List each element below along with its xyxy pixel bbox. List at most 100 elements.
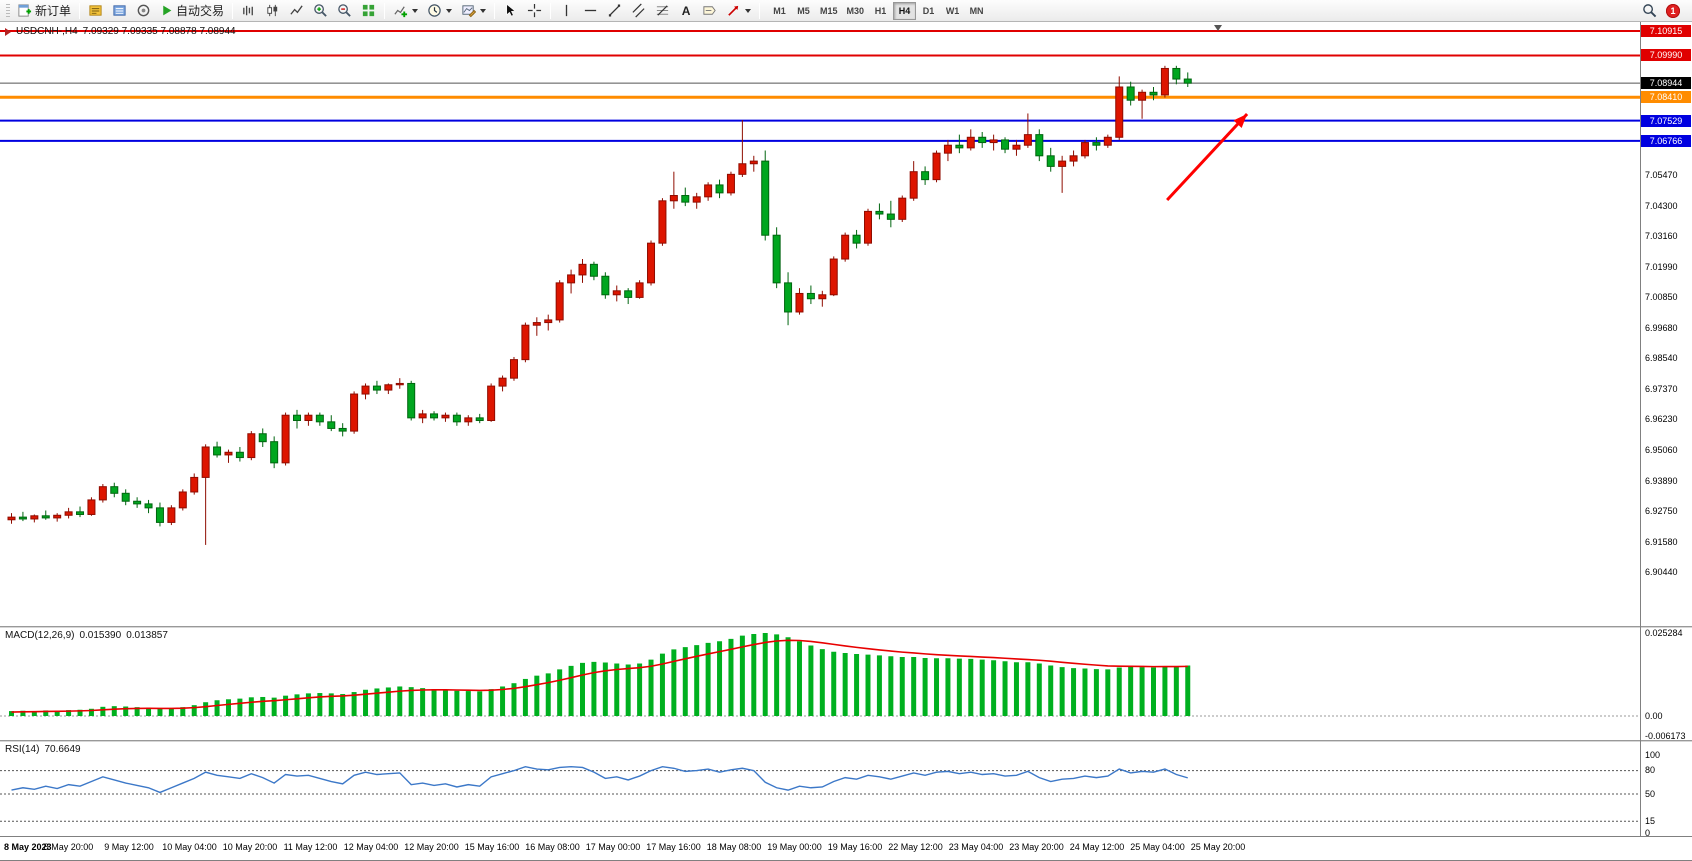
time-axis-label: 19 May 00:00	[767, 842, 822, 852]
candle	[1138, 89, 1147, 119]
trendline-icon	[607, 3, 622, 18]
cursor-button[interactable]	[499, 1, 522, 21]
indicators-button[interactable]	[389, 1, 422, 21]
candle	[704, 182, 713, 201]
price-line-tag: 7.07529	[1641, 114, 1691, 127]
candle	[1126, 81, 1135, 106]
zoom-out-button[interactable]	[333, 1, 356, 21]
candle	[407, 380, 416, 421]
price-axis-label: 6.92750	[1645, 506, 1678, 517]
candle	[201, 444, 210, 545]
candle	[133, 497, 142, 508]
timeframe-w1[interactable]: W1	[945, 5, 960, 16]
timeframe-toolbar: M1 M5 M15 M30 H1 H4 D1 W1 MN	[768, 1, 988, 20]
macd-panel[interactable]: MACD(12,26,9) 0.015390 0.013857	[0, 628, 1692, 740]
price-axis-label: 6.91580	[1645, 537, 1678, 548]
panel-divider[interactable]	[0, 626, 1692, 628]
candle	[555, 280, 564, 323]
tile-windows-button[interactable]	[357, 1, 380, 21]
toolbar-separator	[79, 2, 81, 19]
channel-tool-button[interactable]	[627, 1, 650, 21]
timeframe-m30[interactable]: M30	[846, 5, 865, 16]
text-icon: A	[681, 3, 691, 18]
time-axis-label: 25 May 20:00	[1190, 842, 1246, 852]
candle	[795, 288, 804, 315]
price-line-tag: 7.10915	[1641, 25, 1691, 37]
vertical-line-tool-button[interactable]	[555, 1, 578, 21]
crosshair-button[interactable]	[523, 1, 546, 21]
timeframe-m15[interactable]: M15	[820, 5, 838, 16]
candle	[281, 412, 290, 466]
candle	[647, 240, 656, 286]
tile-windows-icon	[361, 3, 376, 18]
one-click-trading-toggle-icon[interactable]	[5, 27, 11, 36]
timeframe-d1[interactable]: D1	[922, 5, 935, 16]
candle	[144, 499, 153, 514]
indicators-icon	[393, 3, 408, 18]
periods-button[interactable]	[423, 1, 456, 21]
timeframe-h1[interactable]: H1	[874, 5, 887, 16]
templates-button[interactable]	[457, 1, 490, 21]
price-axis-label: 6.90440	[1645, 567, 1678, 578]
price-axis-label: 7.05470	[1645, 169, 1678, 180]
search-button[interactable]	[1638, 1, 1661, 21]
community-button[interactable]	[132, 1, 155, 21]
timeframe-m1[interactable]: M1	[773, 5, 786, 16]
notification-badge[interactable]: 1	[1666, 3, 1680, 18]
panel-divider[interactable]	[0, 740, 1692, 742]
candle	[155, 502, 164, 527]
arrows-tool-button[interactable]	[722, 1, 755, 21]
candle	[966, 129, 975, 151]
text-label-tool-button[interactable]	[698, 1, 721, 21]
candle	[87, 497, 96, 516]
candle	[53, 513, 62, 522]
timeframe-h4[interactable]: H4	[893, 1, 917, 20]
toolbar-separator	[384, 2, 386, 19]
rsi-panel[interactable]: RSI(14) 70.6649	[0, 742, 1692, 836]
line-chart-button[interactable]	[285, 1, 308, 21]
toolbar: 新订单 自动交易	[0, 0, 1692, 22]
candle	[635, 280, 644, 299]
candle	[361, 383, 370, 400]
new-order-button[interactable]: 新订单	[13, 1, 75, 21]
clock-icon	[427, 3, 442, 18]
candlestick-chart-button[interactable]	[261, 1, 284, 21]
navigator-button[interactable]	[108, 1, 131, 21]
candle	[258, 428, 267, 447]
toolbar-separator	[494, 2, 496, 19]
candle	[932, 150, 941, 183]
candle	[498, 375, 507, 392]
candle	[509, 356, 518, 381]
metaeditor-button[interactable]	[84, 1, 107, 21]
crosshair-icon	[527, 3, 542, 18]
trendline-tool-button[interactable]	[603, 1, 626, 21]
timeframe-m5[interactable]: M5	[797, 5, 810, 16]
fibonacci-tool-button[interactable]	[651, 1, 674, 21]
time-axis-label: 8 May 20:00	[43, 842, 94, 852]
price-axis-label: 6.96230	[1645, 414, 1678, 425]
candle	[601, 272, 610, 299]
main-chart-panel[interactable]: USDCNH-,H4 7.09329 7.09335 7.08878 7.089…	[0, 22, 1692, 626]
candle	[761, 150, 770, 241]
text-tool-button[interactable]: A	[675, 1, 697, 21]
time-axis[interactable]: 8 May 2023 8 May 20:00 9 May 12:00 10 May 0…	[0, 836, 1692, 860]
horizontal-line-tool-button[interactable]	[579, 1, 602, 21]
bar-chart-button[interactable]	[237, 1, 260, 21]
candle	[418, 409, 427, 424]
symbol-timeframe-label: USDCNH-,H4	[16, 26, 78, 37]
macd-canvas	[0, 633, 1640, 717]
trend-arrow-annotation[interactable]	[1166, 112, 1249, 202]
candle	[178, 489, 187, 511]
zoom-in-button[interactable]	[309, 1, 332, 21]
chevron-down-icon	[480, 8, 487, 13]
auto-trading-button[interactable]: 自动交易	[156, 1, 228, 21]
price-chart-canvas	[0, 25, 1640, 545]
search-icon	[1642, 3, 1657, 18]
timeframe-mn[interactable]: MN	[969, 5, 984, 16]
candle	[578, 259, 587, 283]
toolbar-grip[interactable]	[6, 3, 10, 18]
price-axis-label: 7.01990	[1645, 261, 1678, 272]
chart-shift-marker[interactable]	[1214, 25, 1222, 31]
new-order-icon	[17, 3, 32, 18]
navigator-icon	[112, 3, 127, 18]
